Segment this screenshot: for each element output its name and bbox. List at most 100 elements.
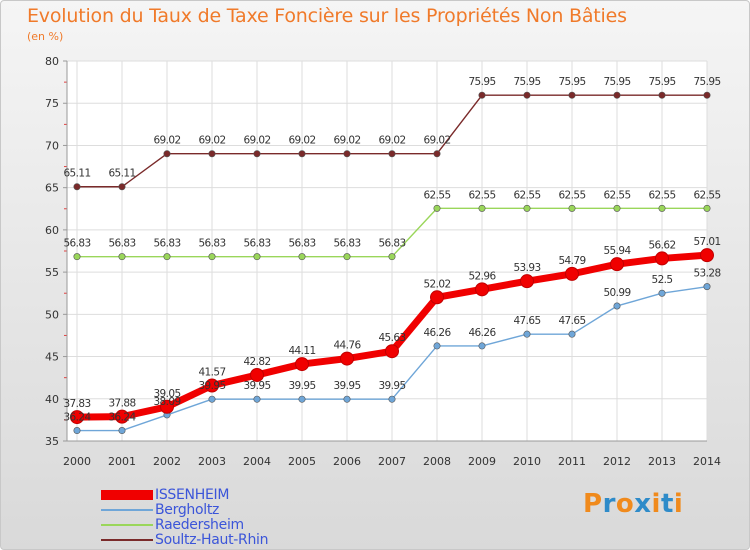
legend: ISSENHEIM Bergholtz Raedersheim Soultz-Haut…: [101, 487, 269, 548]
x-tick-label: 2011: [558, 455, 586, 468]
data-point: [253, 150, 261, 158]
data-point: [118, 183, 126, 191]
data-point: [388, 150, 396, 158]
legend-label: Raedersheim: [155, 516, 244, 533]
data-point: [655, 251, 669, 266]
data-point: [163, 150, 171, 158]
y-tick-label: 80: [45, 55, 59, 68]
data-point: [478, 91, 486, 99]
data-label: 62.55: [693, 189, 720, 201]
data-point: [250, 367, 264, 382]
data-label: 75.95: [468, 76, 495, 88]
data-label: 56.83: [333, 238, 360, 250]
data-label: 62.55: [558, 189, 585, 201]
data-label: 65.11: [108, 168, 135, 180]
data-label: 69.02: [198, 135, 225, 147]
data-point: [568, 204, 576, 212]
data-label: 69.02: [288, 135, 315, 147]
data-point: [523, 204, 531, 212]
data-point: [478, 342, 486, 350]
data-point: [385, 344, 399, 359]
data-point: [568, 330, 576, 338]
data-label: 42.82: [243, 356, 270, 368]
data-point: [520, 274, 534, 289]
data-point: [523, 330, 531, 338]
data-label: 62.55: [513, 189, 540, 201]
data-point: [613, 204, 621, 212]
x-tick-label: 2000: [63, 455, 91, 468]
data-point: [433, 150, 441, 158]
logo-letter: r: [602, 489, 616, 519]
data-point: [613, 302, 621, 310]
data-label: 55.94: [603, 245, 631, 257]
data-point: [568, 91, 576, 99]
data-label: 56.83: [243, 238, 270, 250]
data-point: [163, 253, 171, 261]
data-point: [703, 283, 711, 291]
x-tick-label: 2008: [423, 455, 451, 468]
data-point: [73, 183, 81, 191]
plot-area: [67, 61, 707, 441]
legend-item: Bergholtz: [101, 502, 268, 518]
data-label: 56.83: [63, 238, 90, 250]
data-label: 56.83: [378, 238, 405, 250]
data-label: 50.99: [603, 287, 630, 299]
data-label: 56.83: [198, 238, 225, 250]
data-label: 52.5: [652, 274, 673, 286]
x-tick-label: 2012: [603, 455, 631, 468]
logo-letter: x: [634, 489, 652, 519]
data-point: [70, 410, 84, 425]
data-label: 75.95: [693, 76, 720, 88]
data-point: [658, 289, 666, 297]
data-point: [340, 351, 354, 366]
y-tick-label: 70: [45, 139, 59, 152]
data-label: 57.01: [693, 236, 720, 248]
chart-title: Evolution du Taux de Taxe Foncière sur l…: [27, 5, 627, 27]
data-label: 45.63: [378, 332, 405, 344]
y-tick-label: 60: [45, 224, 59, 237]
data-point: [208, 395, 216, 403]
data-point: [343, 395, 351, 403]
x-tick-label: 2006: [333, 455, 361, 468]
legend-swatch: [101, 538, 153, 541]
data-label: 47.65: [513, 315, 540, 327]
data-point: [208, 150, 216, 158]
data-label: 52.02: [423, 278, 450, 290]
data-label: 75.95: [603, 76, 630, 88]
data-label: 37.88: [108, 398, 135, 410]
data-label: 69.02: [243, 135, 270, 147]
data-point: [478, 204, 486, 212]
data-label: 54.79: [558, 255, 585, 267]
chart-subtitle: (en %): [27, 30, 64, 43]
data-label: 39.95: [288, 380, 315, 392]
data-point: [118, 253, 126, 261]
data-label: 62.55: [468, 189, 495, 201]
data-label: 36.24: [63, 412, 91, 424]
y-tick-label: 65: [45, 182, 59, 195]
data-label: 53.28: [693, 268, 720, 280]
data-point: [295, 357, 309, 372]
data-label: 69.02: [153, 135, 180, 147]
data-point: [343, 253, 351, 261]
x-tick-label: 2003: [198, 455, 226, 468]
data-point: [523, 91, 531, 99]
x-tick-label: 2010: [513, 455, 541, 468]
y-tick-label: 55: [45, 266, 59, 279]
data-point: [115, 409, 129, 424]
data-point: [205, 378, 219, 393]
data-label: 39.95: [198, 380, 225, 392]
legend-item: Raedersheim: [101, 516, 268, 533]
x-tick-label: 2014: [693, 455, 721, 468]
legend-swatch: [101, 508, 153, 511]
data-point: [565, 266, 579, 281]
data-point: [388, 253, 396, 261]
legend-item: ISSENHEIM: [101, 487, 268, 503]
data-point: [253, 253, 261, 261]
data-label: 69.02: [378, 135, 405, 147]
data-label: 62.55: [648, 189, 675, 201]
data-point: [700, 248, 714, 263]
x-tick-label: 2002: [153, 455, 181, 468]
data-point: [658, 204, 666, 212]
data-label: 39.05: [153, 388, 180, 400]
